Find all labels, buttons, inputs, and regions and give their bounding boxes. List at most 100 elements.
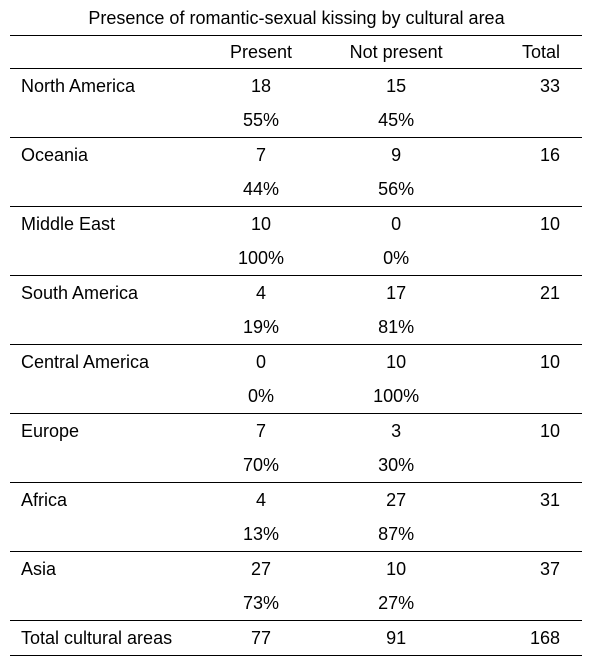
present-count: 4 [255, 490, 266, 510]
kissing-by-area-table: Present Not present Total North America … [10, 35, 582, 656]
empty-cell [10, 311, 208, 345]
area-group-africa: Africa 4 27 31 13% 87% [10, 483, 582, 552]
not-present-percent: 0% [383, 248, 410, 268]
empty-cell [10, 380, 208, 414]
header-total: Total [521, 41, 560, 62]
not-present-count: 9 [391, 145, 402, 165]
table-row-percent: 70% 30% [10, 449, 582, 483]
present-percent: 44% [242, 179, 279, 199]
area-name: Europe [21, 421, 80, 441]
empty-cell [479, 104, 582, 138]
area-group-south-america: South America 4 17 21 19% 81% [10, 276, 582, 345]
table-title: Presence of romantic-sexual kissing by c… [88, 8, 505, 28]
empty-cell [479, 380, 582, 414]
total-count: 33 [539, 76, 560, 96]
area-name: North America [21, 76, 136, 96]
area-group-north-america: North America 18 15 33 55% 45% [10, 69, 582, 138]
table-row: Asia 27 10 37 [10, 552, 582, 588]
table-row-percent: 100% 0% [10, 242, 582, 276]
present-count: 18 [250, 76, 271, 96]
table-row: Europe 7 3 10 [10, 414, 582, 450]
table-row: North America 18 15 33 [10, 69, 582, 105]
area-group-asia: Asia 27 10 37 73% 27% [10, 552, 582, 621]
present-percent: 55% [242, 110, 279, 130]
total-count: 31 [539, 490, 560, 510]
not-present-count: 0 [391, 214, 402, 234]
header-not-present: Not present [349, 41, 443, 62]
not-present-percent: 27% [378, 593, 415, 613]
area-name: Africa [21, 490, 68, 510]
present-percent: 19% [242, 317, 279, 337]
empty-cell [479, 311, 582, 345]
table-row-percent: 19% 81% [10, 311, 582, 345]
not-present-count: 27 [386, 490, 407, 510]
present-percent: 70% [242, 455, 279, 475]
totals-present: 77 [250, 627, 271, 648]
total-count: 21 [539, 283, 560, 303]
not-present-percent: 56% [378, 179, 415, 199]
area-group-europe: Europe 7 3 10 70% 30% [10, 414, 582, 483]
area-name: Asia [21, 559, 57, 579]
present-percent: 13% [242, 524, 279, 544]
table-row: South America 4 17 21 [10, 276, 582, 312]
empty-cell [479, 173, 582, 207]
not-present-percent: 30% [378, 455, 415, 475]
not-present-count: 10 [386, 352, 407, 372]
empty-cell [479, 587, 582, 621]
totals-group: Total cultural areas 77 91 168 [10, 621, 582, 656]
table-row: Central America 0 10 10 [10, 345, 582, 381]
total-count: 16 [539, 145, 560, 165]
header-present: Present [229, 41, 292, 62]
area-name: Middle East [21, 214, 116, 234]
area-group-middle-east: Middle East 10 0 10 100% 0% [10, 207, 582, 276]
not-present-count: 15 [386, 76, 407, 96]
empty-cell [479, 518, 582, 552]
table-row: Africa 4 27 31 [10, 483, 582, 519]
table-row-percent: 13% 87% [10, 518, 582, 552]
table-row: Oceania 7 9 16 [10, 138, 582, 174]
not-present-percent: 81% [378, 317, 415, 337]
not-present-percent: 45% [378, 110, 415, 130]
area-name: Central America [21, 352, 150, 372]
total-count: 10 [539, 214, 560, 234]
table-header-row: Present Not present Total [10, 35, 582, 69]
empty-cell [479, 242, 582, 276]
present-percent: 73% [242, 593, 279, 613]
totals-not-present: 91 [386, 627, 407, 648]
area-name: South America [21, 283, 139, 303]
empty-cell [10, 104, 208, 138]
not-present-count: 10 [386, 559, 407, 579]
area-group-central-america: Central America 0 10 10 0% 100% [10, 345, 582, 414]
total-count: 37 [539, 559, 560, 579]
empty-cell [10, 242, 208, 276]
not-present-percent: 100% [373, 386, 420, 406]
header-label [10, 36, 208, 69]
present-count: 27 [250, 559, 271, 579]
present-percent: 0% [247, 386, 274, 406]
totals-row: Total cultural areas 77 91 168 [10, 621, 582, 656]
area-group-oceania: Oceania 7 9 16 44% 56% [10, 138, 582, 207]
table-row-percent: 44% 56% [10, 173, 582, 207]
present-count: 0 [255, 352, 266, 372]
empty-cell [10, 449, 208, 483]
present-count: 10 [250, 214, 271, 234]
totals-label: Total cultural areas [21, 627, 173, 648]
not-present-count: 17 [386, 283, 407, 303]
table-row: Middle East 10 0 10 [10, 207, 582, 243]
total-count: 10 [539, 421, 560, 441]
totals-total: 168 [529, 627, 560, 648]
not-present-percent: 87% [378, 524, 415, 544]
present-count: 7 [255, 145, 266, 165]
total-count: 10 [539, 352, 560, 372]
empty-cell [10, 173, 208, 207]
table-row-percent: 73% 27% [10, 587, 582, 621]
empty-cell [10, 518, 208, 552]
empty-cell [10, 587, 208, 621]
present-count: 7 [255, 421, 266, 441]
present-count: 4 [255, 283, 266, 303]
not-present-count: 3 [391, 421, 402, 441]
present-percent: 100% [237, 248, 284, 268]
table-row-percent: 0% 100% [10, 380, 582, 414]
area-name: Oceania [21, 145, 89, 165]
